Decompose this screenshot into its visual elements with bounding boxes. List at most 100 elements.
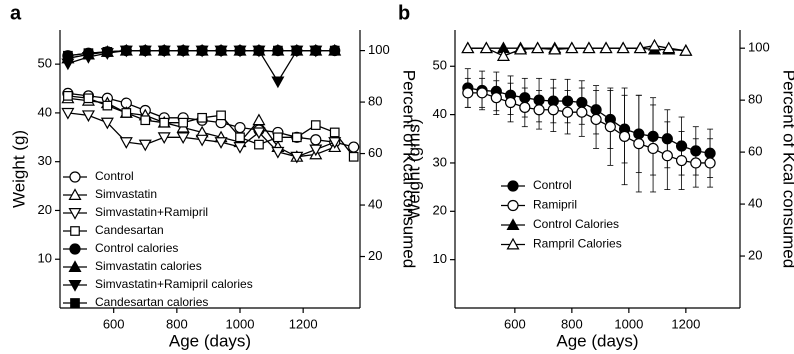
marker [565,41,579,54]
y2-tick-label: 100 [368,42,390,57]
marker [83,48,94,59]
marker [68,260,82,272]
legend-label: Simvastatin+Ramipril calories [95,277,253,291]
marker [462,87,474,99]
marker [197,45,207,56]
y-tick-label: 30 [38,153,52,168]
marker [533,104,545,116]
x-tick-label: 1200 [671,316,700,331]
panel-label: a [10,2,22,24]
marker [68,188,82,200]
marker [476,87,488,99]
marker [310,134,322,146]
marker [159,117,170,128]
marker [157,132,171,145]
marker [504,96,517,109]
marker [252,113,266,126]
marker [81,110,95,123]
marker [548,42,562,55]
marker [507,199,519,212]
marker [138,139,152,152]
marker [119,137,133,149]
marker [582,41,596,54]
y2-tick-label: 80 [368,94,382,109]
marker [329,127,340,138]
marker [197,112,207,123]
marker [70,226,80,236]
y-tick-label: 20 [433,203,447,218]
marker [496,49,510,61]
marker [604,121,616,133]
marker [235,45,245,56]
marker [647,142,659,155]
marker [506,237,520,250]
marker [121,45,132,56]
marker [102,47,113,57]
marker [633,41,647,54]
marker [273,132,283,143]
marker [254,139,264,150]
y-tick-label: 40 [38,104,52,119]
marker [461,41,475,54]
legend-label: Rampril Calories [533,237,622,251]
marker [675,154,688,167]
marker [662,41,676,54]
marker [140,45,151,56]
legend-label: Ramipril [533,198,577,212]
marker [83,93,94,104]
marker [290,151,304,164]
marker [599,41,613,54]
marker [328,137,342,149]
panel-label: b [398,2,410,24]
marker [69,243,81,255]
y2-tick-label: 60 [748,144,762,159]
x-tick-label: 600 [504,316,526,331]
y2-axis-label: Percent of Kcal consumed [400,70,419,268]
marker [479,41,493,54]
marker [329,45,340,56]
marker [507,180,519,192]
marker [195,134,209,147]
marker [590,113,602,126]
marker [271,76,285,89]
legend-label: Simvastatin calories [95,259,202,273]
marker [690,157,702,169]
legend-label: Candesartan [95,223,164,237]
x-axis-label: Age (days) [556,331,638,350]
legend-label: Control Calories [533,217,619,231]
marker [68,208,82,220]
marker [291,45,302,56]
marker [234,121,246,134]
legend-label: Simvastatin+Ramipril [95,205,208,219]
marker [233,142,247,154]
legend-label: Control [533,178,572,192]
marker [310,45,321,56]
legend-label: Control [95,169,134,183]
y2-tick-label: 20 [748,247,762,262]
x-axis-label: Age (days) [169,331,251,350]
marker [490,92,502,104]
y2-tick-label: 20 [368,248,382,263]
marker [679,44,693,56]
marker [216,110,226,121]
y-axis-label: Weight (g) [9,130,28,208]
marker [531,41,545,54]
y2-tick-label: 40 [748,196,762,211]
y2-tick-label: 100 [748,40,770,55]
marker [214,137,228,149]
marker [70,298,80,308]
marker [235,132,245,143]
marker [633,138,645,150]
marker [178,117,189,128]
marker [273,45,283,56]
marker [661,150,673,162]
legend-label: Simvastatin [95,187,157,201]
y-tick-label: 40 [433,106,447,121]
marker [102,100,113,111]
marker [547,104,559,116]
marker [519,101,531,113]
series-line [467,87,711,154]
marker [140,115,151,126]
marker [348,141,360,153]
